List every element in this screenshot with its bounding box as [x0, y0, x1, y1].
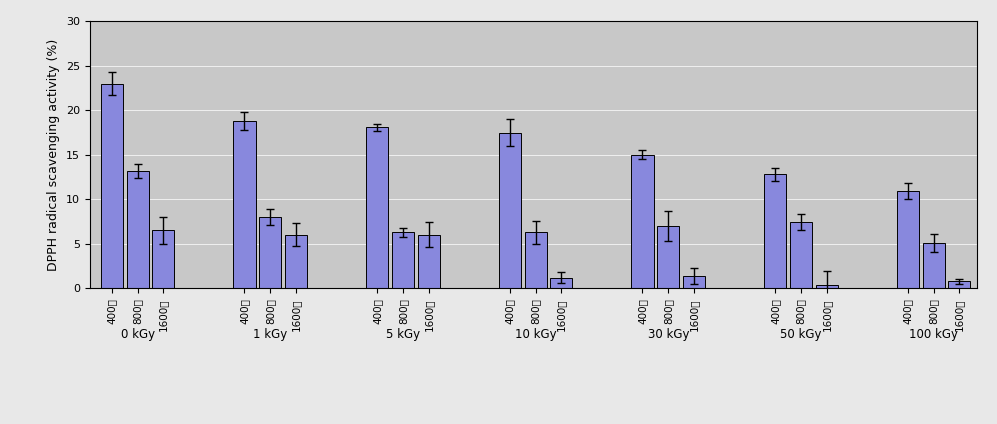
Bar — [550, 278, 572, 288]
Bar — [816, 285, 837, 288]
Bar — [259, 217, 281, 288]
Bar — [101, 84, 123, 288]
Text: 0 kGy: 0 kGy — [121, 328, 155, 341]
Bar — [418, 235, 440, 288]
Bar — [631, 155, 653, 288]
Bar — [392, 232, 414, 288]
Text: 5 kGy: 5 kGy — [386, 328, 420, 341]
Bar — [896, 191, 919, 288]
Bar — [498, 132, 520, 288]
Bar — [922, 243, 944, 288]
Y-axis label: DPPH radical scavenging activity (%): DPPH radical scavenging activity (%) — [47, 39, 61, 271]
Text: 1 kGy: 1 kGy — [253, 328, 287, 341]
Bar — [233, 121, 255, 288]
Bar — [285, 235, 307, 288]
Bar — [524, 232, 546, 288]
Bar — [153, 231, 174, 288]
Bar — [764, 174, 787, 288]
Bar — [948, 281, 970, 288]
Text: 50 kGy: 50 kGy — [781, 328, 822, 341]
Bar — [683, 276, 705, 288]
Text: 10 kGy: 10 kGy — [514, 328, 556, 341]
Text: 100 kGy: 100 kGy — [909, 328, 958, 341]
Bar — [657, 226, 679, 288]
Bar — [127, 171, 149, 288]
Bar — [790, 223, 812, 288]
Text: 30 kGy: 30 kGy — [647, 328, 689, 341]
Bar — [366, 127, 388, 288]
